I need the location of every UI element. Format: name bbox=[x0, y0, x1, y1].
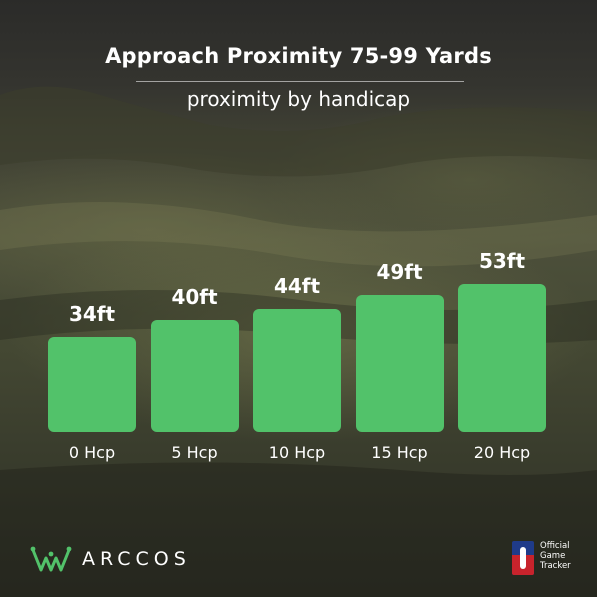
title-divider bbox=[136, 81, 464, 82]
bar-20-hcp bbox=[458, 284, 546, 432]
brand-name: ARCCOS bbox=[82, 548, 191, 570]
badge-text: Official Game Tracker bbox=[540, 541, 571, 571]
bar-5-hcp bbox=[150, 320, 239, 432]
crown-icon bbox=[30, 546, 72, 572]
bar-15-hcp bbox=[355, 295, 444, 432]
badge-line-1: Official bbox=[540, 541, 570, 551]
pga-tour-shield-icon bbox=[512, 541, 534, 575]
data-label: 53ft bbox=[478, 249, 526, 273]
arccos-logo: ARCCOS bbox=[30, 543, 191, 575]
badge-line-2: Game bbox=[540, 551, 566, 561]
data-label: 49ft bbox=[376, 260, 423, 285]
chart-title: Approach Proximity 75-99 Yards bbox=[105, 44, 492, 68]
chart-subtitle: proximity by handicap bbox=[186, 87, 411, 111]
bar-0-hcp bbox=[48, 337, 136, 432]
official-game-tracker-badge: Official Game Tracker bbox=[512, 541, 571, 575]
data-label: 44ft bbox=[273, 274, 321, 299]
category-label: 15 Hcp bbox=[371, 443, 428, 462]
category-label: 0 Hcp bbox=[68, 443, 116, 462]
category-label: 20 Hcp bbox=[473, 443, 531, 462]
category-label: 5 Hcp bbox=[171, 443, 218, 462]
bar-10-hcp bbox=[253, 309, 341, 432]
badge-line-3: Tracker bbox=[540, 561, 571, 571]
data-label: 34ft bbox=[68, 302, 116, 327]
category-label: 10 Hcp bbox=[268, 443, 326, 462]
data-label: 40ft bbox=[171, 285, 218, 310]
